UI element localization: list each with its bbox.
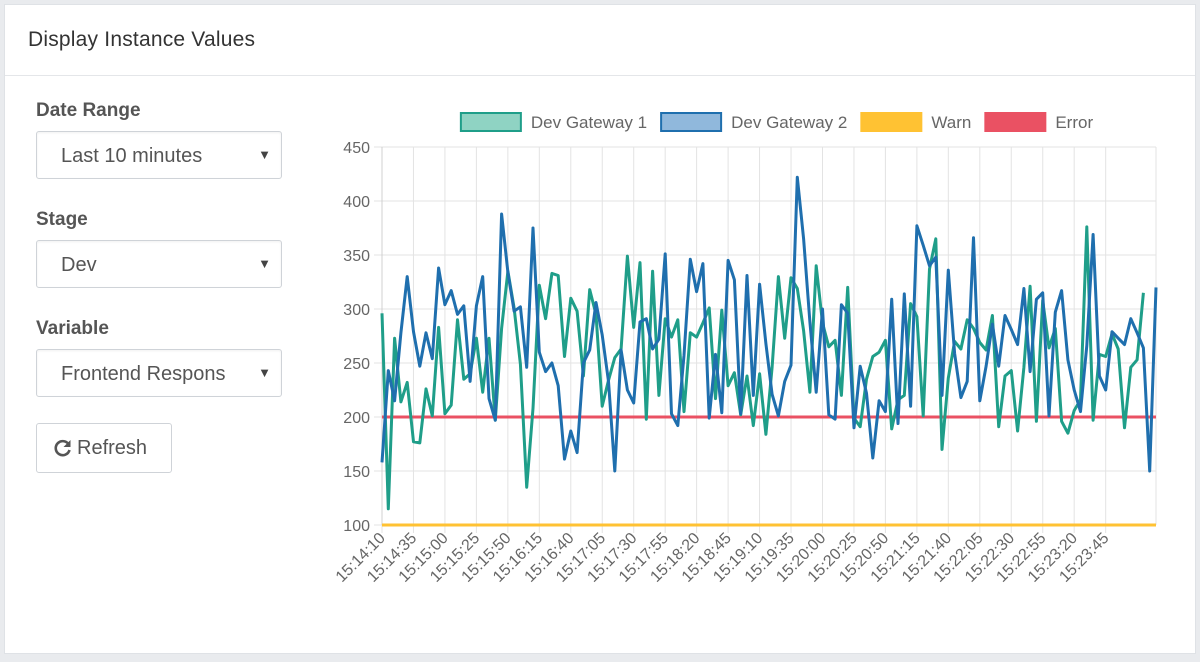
y-tick-label: 400 (343, 194, 370, 211)
refresh-icon (53, 438, 73, 458)
stage-select[interactable]: Dev ▼ (36, 240, 282, 288)
legend-swatch-error (984, 112, 1047, 132)
stage-value: Dev (61, 254, 97, 276)
caret-down-icon: ▼ (258, 147, 271, 162)
legend-label-error: Error (1055, 113, 1093, 132)
panel-header: Display Instance Values (5, 5, 1195, 76)
y-tick-label: 350 (343, 248, 370, 265)
y-tick-label: 200 (343, 410, 370, 427)
date-range-select[interactable]: Last 10 minutes ▼ (36, 131, 282, 179)
legend-swatch-dev-gateway-1 (459, 112, 522, 132)
date-range-label: Date Range (36, 100, 141, 121)
stage-label: Stage (36, 209, 88, 230)
legend-swatch-warn (860, 112, 923, 132)
series-line-dev-gateway-2 (380, 175, 1158, 473)
caret-down-icon: ▼ (258, 365, 271, 380)
y-tick-label: 150 (343, 464, 370, 481)
refresh-button[interactable]: Refresh (36, 423, 172, 473)
variable-select[interactable]: Frontend Respons ▼ (36, 349, 282, 397)
legend-label-dev-gateway-2: Dev Gateway 2 (731, 113, 847, 132)
panel-title: Display Instance Values (28, 28, 256, 51)
variable-value: Frontend Respons (61, 363, 226, 385)
y-tick-label: 250 (343, 356, 370, 373)
caret-down-icon: ▼ (258, 256, 271, 271)
refresh-label: Refresh (77, 436, 148, 459)
y-tick-label: 300 (343, 302, 370, 319)
variable-label: Variable (36, 318, 109, 339)
date-range-value: Last 10 minutes (61, 145, 203, 167)
legend-label-dev-gateway-1: Dev Gateway 1 (531, 113, 647, 132)
filter-form: Date Range Last 10 minutes ▼ Stage Dev ▼… (36, 100, 286, 473)
y-tick-label: 450 (343, 140, 370, 157)
legend-label-warn: Warn (931, 113, 971, 132)
legend-swatch-dev-gateway-2 (660, 112, 723, 132)
y-tick-label: 100 (343, 518, 370, 535)
